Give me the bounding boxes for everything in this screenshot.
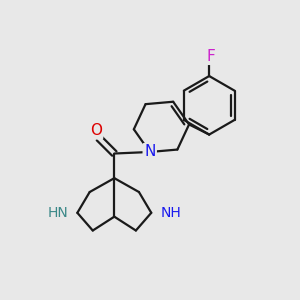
Text: F: F	[206, 49, 215, 64]
Text: HN: HN	[47, 206, 68, 220]
Text: NH: NH	[160, 206, 181, 220]
Text: N: N	[144, 145, 155, 160]
Text: O: O	[90, 123, 102, 138]
